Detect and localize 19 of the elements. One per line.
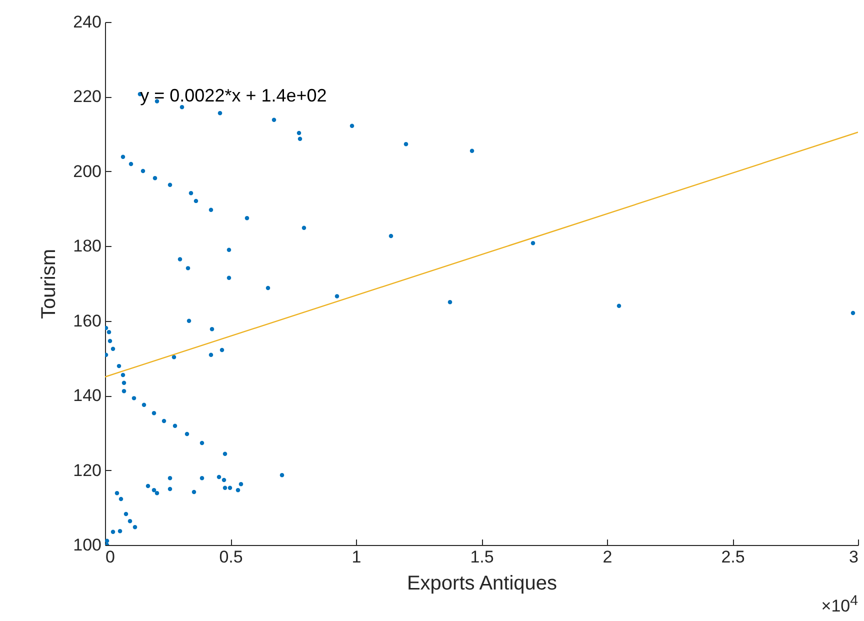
x-tick-label: 2: [602, 548, 612, 566]
y-tick-label: 160: [73, 311, 102, 330]
x-tick-label: 0.5: [219, 548, 243, 566]
text: ×10$^{4}$: [821, 593, 858, 617]
y-tick-label: 220: [73, 87, 102, 106]
y-tick-label: 200: [73, 162, 102, 181]
x-tick-label: 1.5: [470, 548, 494, 566]
x-tick-label: 1: [352, 548, 362, 566]
x-tick-label: 0: [106, 548, 115, 566]
y-tick-label: 100: [73, 536, 102, 554]
y-tick-label: 120: [73, 460, 102, 480]
y-tick-label: 180: [73, 236, 102, 256]
x-tick-label: 3: [849, 548, 858, 566]
x-tick-label: 2.5: [721, 548, 745, 566]
y-tick-label: 240: [73, 12, 102, 32]
x-axis-title: Exports Antiques: [406, 572, 558, 594]
annotation: y = 0.0022*x + 1.4e+02: [140, 86, 327, 106]
y-tick-label: 140: [73, 386, 102, 406]
y-axis-title: Tourism: [38, 248, 60, 320]
